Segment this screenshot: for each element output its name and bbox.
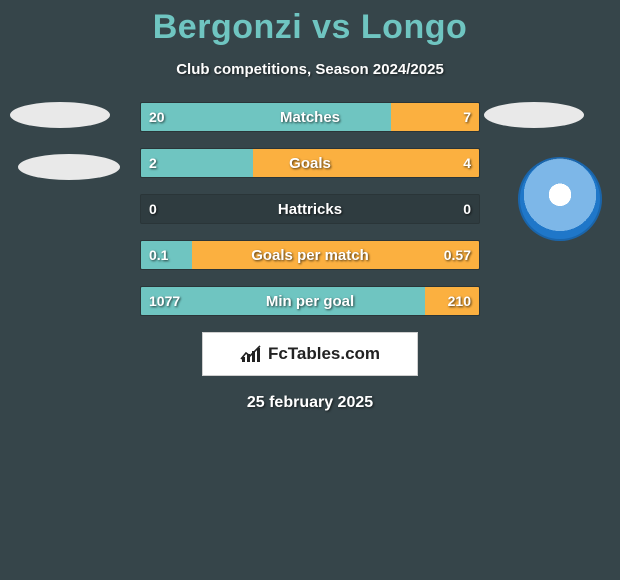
stat-bar-right-fill [391,103,479,131]
stat-bar-right-fill [425,287,479,315]
snapshot-date: 25 february 2025 [0,394,620,412]
stat-bars: 207Matches 24Goals 0 0Hattricks 0.10.57Goals… [140,102,480,316]
club-crest-icon [518,157,602,241]
stat-bar: 0.10.57Goals per match [140,240,480,270]
stat-bar: 207Matches [140,102,480,132]
page-title: Bergonzi vs Longo [0,0,620,47]
stat-bar-left-fill [141,287,425,315]
stat-value-right: 0 [463,195,471,223]
stat-bar-left-fill [141,241,192,269]
player-left-avatar-placeholder-2 [18,154,120,180]
stat-bar-right-fill [192,241,479,269]
stat-bar-left-fill [141,149,253,177]
bar-chart-icon [240,345,262,363]
stat-bar: 24Goals [140,148,480,178]
source-logo: FcTables.com [202,332,418,376]
subtitle: Club competitions, Season 2024/2025 [0,61,620,78]
stat-bar: 0 0Hattricks [140,194,480,224]
source-logo-text: FcTables.com [268,344,380,364]
stat-bar-right-fill [253,149,479,177]
stat-bar: 1077210Min per goal [140,286,480,316]
player-right-avatar-placeholder [484,102,584,128]
stat-value-left: 0 [149,195,157,223]
comparison-panel: 207Matches 24Goals 0 0Hattricks 0.10.57Goals… [0,102,620,412]
stat-bar-left-fill [141,103,391,131]
player-left-avatar-placeholder [10,102,110,128]
stat-label: Hattricks [141,195,479,223]
